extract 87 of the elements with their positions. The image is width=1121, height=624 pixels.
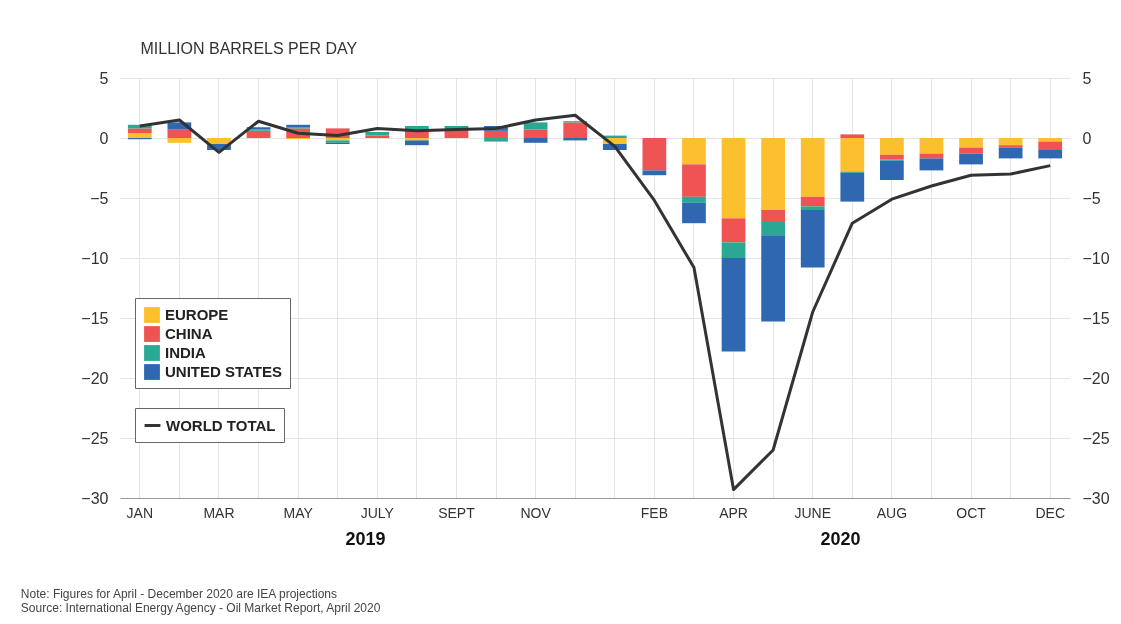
bar: [800, 210, 825, 268]
bar: [959, 153, 983, 165]
bar: [800, 196, 825, 207]
y2-tick-label: 0: [1082, 129, 1092, 147]
source-note: Source: International Energy Agency - Oil Market Report, April 2020: [20, 601, 381, 615]
x-tick-label: SEPT: [438, 504, 476, 521]
y-tick-label: 0: [99, 129, 109, 147]
bar: [1038, 141, 1063, 150]
y-tick-label: −15: [81, 309, 109, 327]
bar: [523, 129, 548, 138]
bar: [840, 134, 865, 138]
y-tick-label: −20: [81, 369, 109, 387]
bar: [523, 138, 548, 143]
x-tick-label: OCT: [956, 504, 987, 521]
bar: [642, 170, 667, 176]
x-tick-label: NOV: [520, 504, 552, 521]
bar: [682, 196, 706, 203]
y-tick-label: −25: [81, 429, 109, 447]
y2-tick-label: −25: [1082, 429, 1110, 447]
bar: [682, 164, 706, 197]
bar: [761, 235, 785, 322]
x-tick-label: DEC: [1035, 504, 1065, 521]
bar: [207, 138, 231, 144]
bar: [840, 172, 865, 202]
bar: [484, 130, 508, 138]
bar: [721, 218, 746, 243]
text: Note: Figures for April - December 2020 are IEA projections: [20, 587, 338, 601]
bar: [800, 138, 825, 197]
legend-label: CHINA: [165, 325, 213, 342]
y2-tick-label: −5: [1082, 189, 1101, 207]
bar: [998, 138, 1023, 146]
y-axis-title: MILLION BARRELS PER DAY: [140, 39, 358, 57]
y-tick-label: −10: [81, 249, 109, 267]
y2-tick-label: −15: [1082, 309, 1110, 327]
bar: [959, 138, 983, 148]
y-tick-label: 5: [99, 69, 109, 87]
line-series: [138, 113, 1052, 492]
x-tick-label: JAN: [126, 504, 154, 521]
bar: [721, 258, 746, 352]
x-tick-label: JULY: [360, 504, 395, 521]
legend-label: WORLD TOTAL: [166, 416, 276, 434]
x-tick-label: FEB: [640, 504, 668, 521]
bar: [998, 147, 1023, 159]
bar: [800, 206, 825, 210]
bar: [167, 129, 192, 138]
bar: [563, 122, 588, 138]
bar: [127, 133, 152, 138]
bar: [682, 138, 706, 165]
text: 2020: [820, 529, 861, 549]
bar: [919, 158, 944, 171]
bar: [127, 128, 152, 134]
bar: [840, 138, 865, 172]
text: 2019: [345, 529, 386, 549]
bar: [761, 138, 785, 210]
x-tick-label: JUNE: [794, 504, 831, 521]
legend-label: EUROPE: [165, 306, 229, 323]
bar: [682, 202, 706, 224]
y2-tick-label: −30: [1082, 489, 1110, 507]
y-tick-label: −5: [90, 189, 109, 207]
bar: [761, 222, 785, 236]
bar: [880, 154, 904, 160]
x-tick-label: MAY: [283, 504, 314, 521]
bar: [761, 210, 785, 222]
x-tick-label: MAR: [203, 504, 235, 521]
bar: [721, 138, 746, 219]
bar: [246, 130, 271, 138]
bar: [167, 138, 192, 143]
bar: [523, 122, 548, 130]
bar: [880, 138, 904, 155]
bar: [919, 138, 944, 154]
bar: [642, 138, 667, 171]
legend-label: UNITED STATES: [165, 363, 282, 380]
legend-label: INDIA: [165, 344, 206, 361]
y2-tick-label: 5: [1082, 69, 1092, 87]
bar: [1038, 150, 1063, 159]
x-tick-label: AUG: [876, 504, 908, 521]
bar: [405, 140, 429, 146]
bar: [880, 160, 904, 180]
bar: [998, 145, 1023, 148]
x-tick-label: APR: [719, 504, 748, 521]
bar: [959, 147, 983, 154]
bar: [1038, 138, 1063, 142]
y-tick-label: −30: [81, 489, 109, 507]
y2-tick-label: −20: [1082, 369, 1110, 387]
bar: [484, 138, 508, 142]
y2-tick-label: −10: [1082, 249, 1110, 267]
bar: [721, 242, 746, 258]
